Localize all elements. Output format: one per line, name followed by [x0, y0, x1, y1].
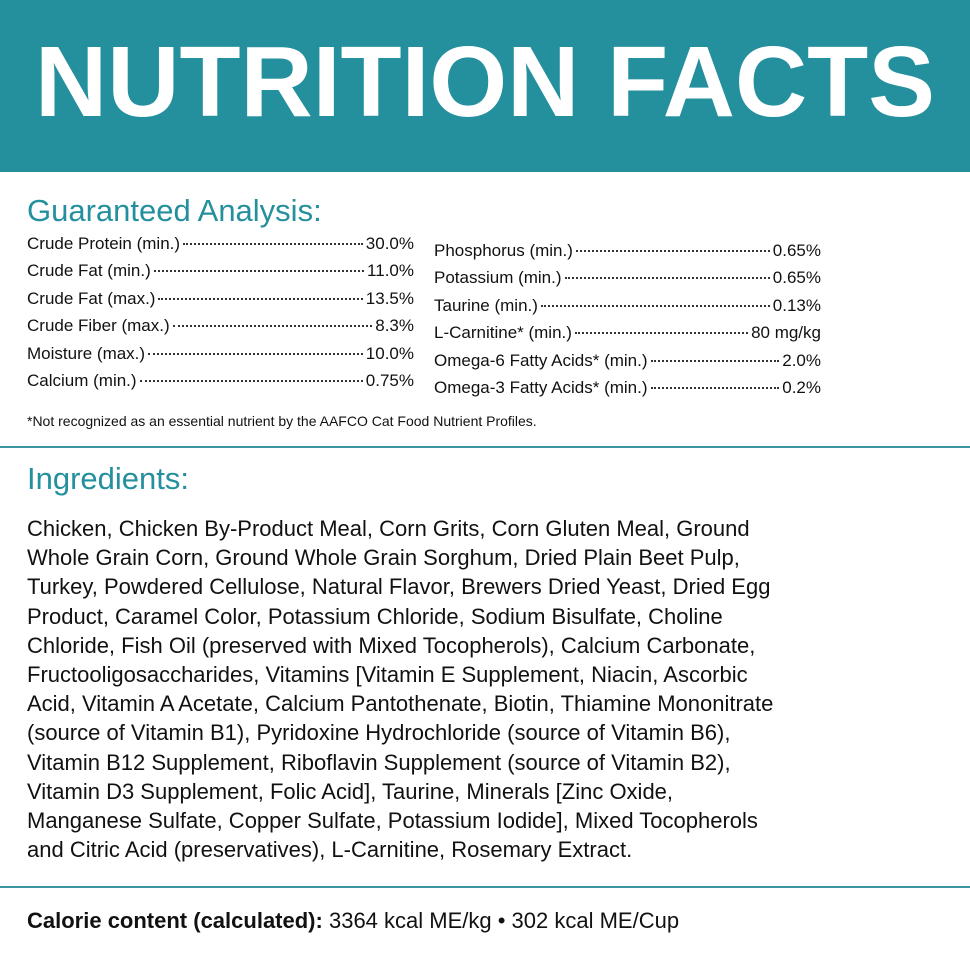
leader-dots — [574, 332, 749, 335]
leader-dots — [139, 379, 363, 382]
divider — [0, 886, 970, 888]
ingredients-text: Chicken, Chicken By-Product Meal, Corn G… — [27, 514, 773, 864]
leader-dots — [172, 325, 373, 328]
leader-dots — [158, 297, 363, 300]
leader-dots — [650, 386, 780, 389]
analysis-row: Crude Protein (min.) 30.0% — [27, 234, 414, 261]
nutrient-value: 0.65% — [772, 241, 821, 260]
nutrient-value: 0.75% — [365, 370, 414, 390]
analysis-row: Omega-3 Fatty Acids* (min.) 0.2% — [434, 378, 821, 405]
nutrient-value: 11.0% — [367, 261, 414, 281]
analysis-right: Phosphorus (min.) 0.65% Potassium (min.) 0.… — [434, 241, 821, 405]
ingredients-line: Whole Grain Corn, Ground Whole Grain Sor… — [27, 545, 740, 571]
nutrient-label: Crude Fat (min.) — [27, 261, 151, 281]
analysis-row: Moisture (max.) 10.0% — [27, 344, 414, 371]
ingredients-line: Chicken, Chicken By-Product Meal, Corn G… — [27, 516, 750, 541]
nutrient-value: 0.65% — [772, 268, 821, 288]
analysis-row: Omega-6 Fatty Acids* (min.) 2.0% — [434, 351, 821, 378]
nutrient-value: 2.0% — [782, 350, 821, 370]
ingredients-line: Vitamin B12 Supplement, Riboflavin Suppl… — [27, 749, 731, 775]
leader-dots — [650, 359, 780, 362]
nutrient-label: Moisture (max.) — [27, 343, 146, 363]
nutrient-value: 10.0% — [365, 343, 414, 363]
calorie-label: Calorie content (calculated): — [27, 908, 323, 933]
header-band — [0, 0, 970, 172]
leader-dots — [564, 277, 770, 280]
ingredients-line: Chloride, Fish Oil (preserved with Mixed… — [27, 632, 756, 658]
header-title: NUTRITION FACTS — [35, 26, 935, 138]
nutrient-label: Omega-6 Fatty Acids* (min.) — [434, 350, 648, 370]
nutrient-label: Crude Fiber (max.) — [27, 316, 170, 336]
analysis-title: Guaranteed Analysis: — [27, 193, 322, 228]
leader-dots — [148, 352, 363, 355]
nutrient-label: Taurine (min.) — [434, 295, 538, 315]
leader-dots — [153, 270, 365, 273]
ingredients-line: Product, Caramel Color, Potassium Chlori… — [27, 603, 723, 629]
leader-dots — [183, 243, 363, 245]
nutrient-label: Calcium (min.) — [27, 370, 137, 390]
leader-dots — [540, 304, 770, 307]
nutrient-label: Crude Fat (max.) — [27, 288, 156, 308]
ingredients-line: Fructooligosaccharides, Vitamins [Vitami… — [27, 662, 748, 688]
nutrient-value: 13.5% — [365, 288, 414, 308]
nutrient-label: Crude Protein (min.) — [27, 234, 181, 253]
nutrient-value: 30.0% — [365, 234, 414, 253]
ingredients-line: Vitamin D3 Supplement, Folic Acid], Taur… — [27, 778, 674, 804]
analysis-row: Taurine (min.) 0.13% — [434, 296, 821, 323]
nutrient-label: Phosphorus (min.) — [434, 241, 573, 260]
nutrient-label: L-Carnitine* (min.) — [434, 323, 572, 343]
ingredients-line: Acid, Vitamin A Acetate, Calcium Pantoth… — [27, 691, 774, 717]
analysis-row: Potassium (min.) 0.65% — [434, 268, 821, 295]
analysis-row: Crude Fiber (max.) 8.3% — [27, 316, 414, 343]
ingredients-line: (source of Vitamin B1), Pyridoxine Hydro… — [27, 720, 731, 746]
calorie-value: 3364 kcal ME/kg • 302 kcal ME/Cup — [328, 908, 680, 933]
ingredients-line: Turkey, Powdered Cellulose, Natural Flav… — [27, 574, 771, 600]
nutrient-label: Omega-3 Fatty Acids* (min.) — [434, 377, 648, 397]
nutrient-label: Potassium (min.) — [434, 268, 562, 288]
analysis-row: Phosphorus (min.) 0.65% — [434, 241, 821, 268]
nutrient-value: 8.3% — [375, 316, 414, 336]
nutrient-value: 80 mg/kg — [751, 323, 821, 343]
divider — [0, 446, 970, 448]
analysis-row: Crude Fat (min.) 11.0% — [27, 261, 414, 288]
ingredients-line: Manganese Sulfate, Copper Sulfate, Potas… — [27, 808, 758, 834]
nutrient-value: 0.13% — [772, 295, 821, 315]
analysis-row: Crude Fat (max.) 13.5% — [27, 289, 414, 316]
analysis-row: Calcium (min.) 0.75% — [27, 371, 414, 398]
leader-dots — [575, 250, 770, 252]
nutrient-value: 0.2% — [782, 377, 821, 397]
ingredients-title: Ingredients: — [27, 461, 189, 496]
ingredients-line: and Citric Acid (preservatives), L-Carni… — [27, 837, 633, 863]
analysis-row: L-Carnitine* (min.) 80 mg/kg — [434, 323, 821, 350]
footnote: *Not recognized as an essential nutrient… — [27, 413, 537, 429]
analysis-left: Crude Protein (min.) 30.0% Crude Fat (min.… — [27, 234, 414, 398]
calorie-content: Calorie content (calculated): 3364 kcal … — [27, 908, 679, 934]
